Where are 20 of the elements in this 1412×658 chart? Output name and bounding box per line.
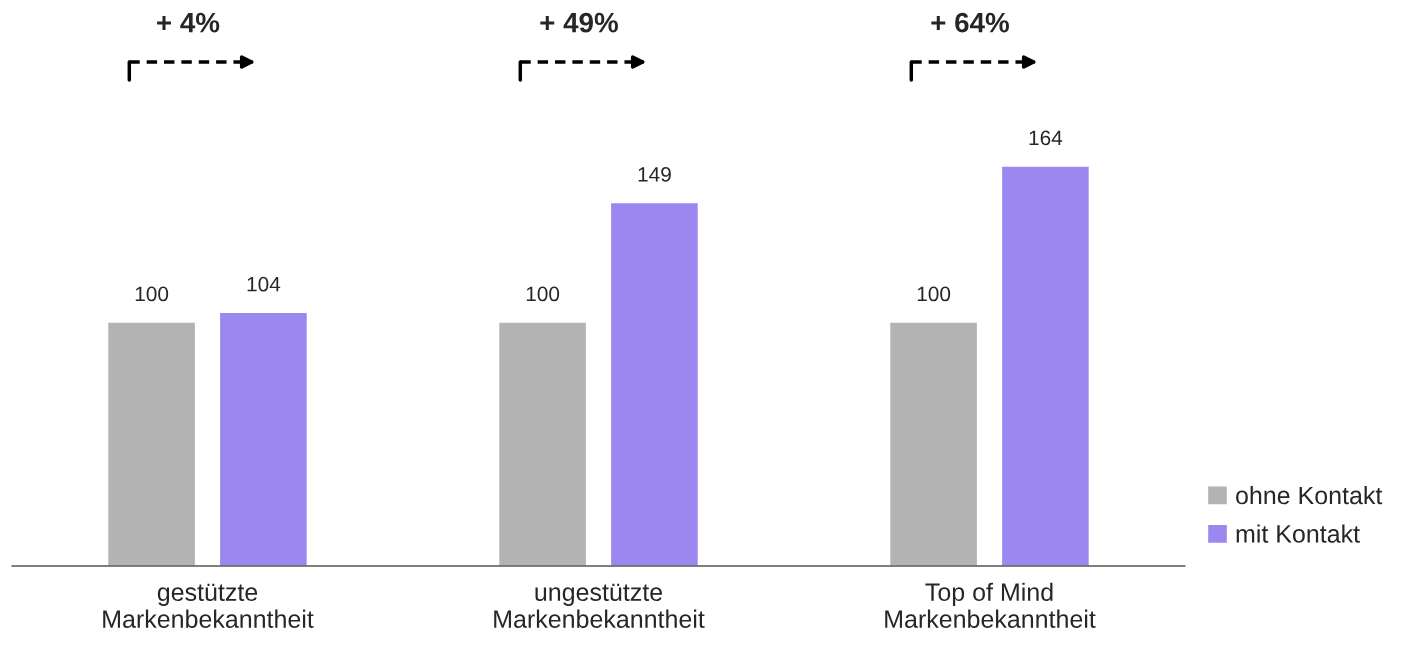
- data-label: 164: [1029, 130, 1063, 146]
- data-label: 100: [917, 286, 951, 302]
- legend-label: ohne Kontakt: [1236, 485, 1383, 505]
- data-label: 104: [247, 276, 281, 292]
- x-tick-label: ungestützte Markenbekanntheit: [494, 583, 705, 628]
- text: + 49%: [540, 12, 618, 33]
- bar: [497, 321, 588, 566]
- bar: [1000, 165, 1091, 566]
- legend-label: mit Kontakt: [1236, 524, 1360, 543]
- bar: [218, 311, 309, 566]
- data-label: 100: [135, 286, 169, 302]
- x-tick-label: gestützte Markenbekanntheit: [103, 583, 314, 628]
- x-tick-label: Top of Mind Markenbekanntheit: [885, 582, 1096, 628]
- data-label: 100: [526, 286, 560, 302]
- text: + 64%: [931, 12, 1009, 33]
- bar: [106, 321, 197, 566]
- data-label: 149: [638, 167, 671, 182]
- bar: [609, 201, 700, 566]
- text: + 4%: [157, 12, 220, 33]
- bar: [888, 321, 979, 566]
